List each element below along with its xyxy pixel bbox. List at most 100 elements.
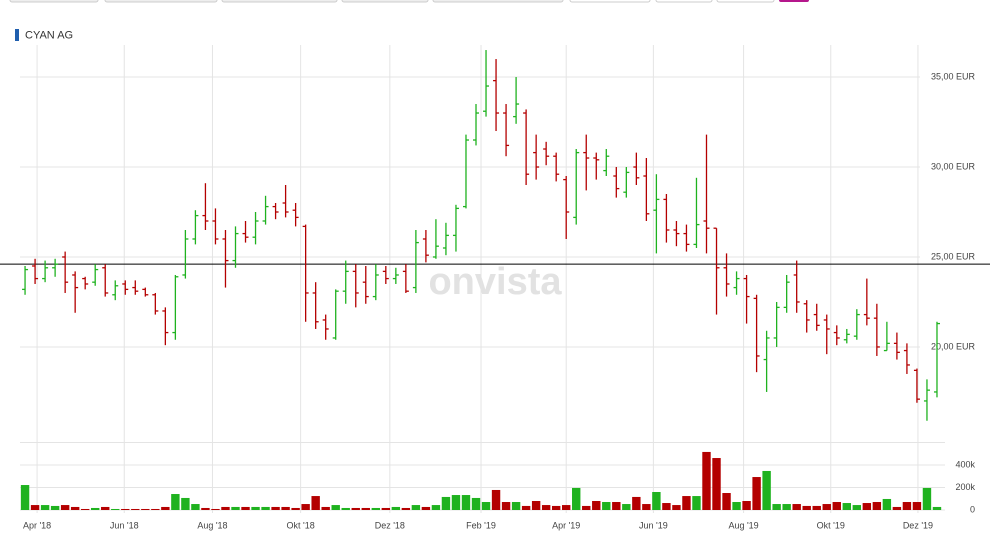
volume-bar <box>221 506 230 510</box>
volume-bar <box>50 505 60 510</box>
volume-bar <box>371 507 380 510</box>
volume-bar <box>491 489 501 510</box>
volume-bar <box>481 502 491 510</box>
volume-bar <box>862 503 872 510</box>
volume-bar <box>261 506 270 510</box>
volume-bar <box>582 505 591 510</box>
volume-bar <box>561 505 571 510</box>
x-tick-label: Jun '19 <box>639 520 668 530</box>
y-tick-label: 35,00 EUR <box>931 71 976 81</box>
volume-bar <box>181 497 190 510</box>
volume-bar <box>541 505 551 510</box>
volume-bar <box>211 508 220 510</box>
volume-bar <box>932 506 942 510</box>
volume-bar <box>451 495 461 510</box>
toolbar-button[interactable] <box>9 0 99 3</box>
volume-bar <box>281 506 290 510</box>
x-tick-label: Aug '19 <box>728 520 758 530</box>
toolbar-button[interactable] <box>104 0 218 3</box>
volume-bar <box>141 508 150 510</box>
volume-bar <box>70 506 80 510</box>
volume-bar <box>521 505 531 510</box>
x-tick-label: Okt '18 <box>287 520 315 530</box>
volume-bar <box>642 504 651 510</box>
x-tick-label: Dez '18 <box>375 520 405 530</box>
x-tick-label: Apr '18 <box>23 520 51 530</box>
volume-bar <box>832 502 841 510</box>
toolbar-button[interactable] <box>341 0 429 3</box>
volume-bar <box>271 506 280 510</box>
volume-bar <box>872 502 882 510</box>
volume-bar <box>572 487 581 510</box>
volume-bar <box>672 505 681 510</box>
volume-bar <box>241 506 250 510</box>
volume-bar <box>311 496 320 510</box>
watermark: onvista <box>428 261 562 303</box>
toolbar-button[interactable] <box>432 0 564 3</box>
volume-bar <box>732 502 741 510</box>
toolbar <box>9 0 809 3</box>
volume-bar <box>662 503 671 510</box>
volume-bar <box>351 507 360 510</box>
volume-bar <box>501 502 511 510</box>
volume-bar <box>321 506 330 510</box>
volume-bar <box>331 505 340 510</box>
volume-bar <box>842 503 851 510</box>
volume-bar <box>792 504 801 510</box>
volume-bar <box>692 496 701 510</box>
volume-bar <box>341 507 350 510</box>
volume-bar <box>682 496 691 510</box>
volume-bar <box>722 493 731 510</box>
volume-bar <box>381 507 391 510</box>
volume-bar <box>201 507 210 510</box>
y-tick-label: 30,00 EUR <box>931 161 976 171</box>
volume-bar <box>742 501 751 510</box>
legend-label: CYAN AG <box>25 29 73 41</box>
volume-bar <box>231 506 240 510</box>
volume-bar <box>632 496 641 510</box>
volume-tick-label: 0 <box>970 504 975 514</box>
volume-bar <box>191 504 200 510</box>
volume-bar <box>612 502 621 510</box>
volume-bar <box>171 494 180 510</box>
x-tick-label: Jun '18 <box>110 520 139 530</box>
volume-bar <box>461 495 471 510</box>
legend-swatch <box>15 29 19 41</box>
toolbar-button[interactable] <box>655 0 713 3</box>
volume-bar <box>101 506 110 510</box>
volume-bar <box>30 505 40 510</box>
x-tick-label: Okt '19 <box>817 520 845 530</box>
volume-bar <box>802 505 811 510</box>
volume-bar <box>111 508 120 510</box>
x-tick-label: Apr '19 <box>552 520 580 530</box>
volume-bar <box>301 504 310 510</box>
volume-bar <box>752 477 761 510</box>
toolbar-button[interactable] <box>779 0 809 2</box>
volume-bar <box>602 502 611 510</box>
volume-bar <box>40 505 50 510</box>
volume-bar <box>471 497 481 510</box>
volume-tick-label: 400k <box>955 459 975 469</box>
volume-tick-label: 200k <box>955 482 975 492</box>
volume-bar <box>622 504 631 510</box>
volume-bar <box>251 506 260 510</box>
volume-bar <box>60 505 70 510</box>
volume-bar <box>762 470 771 510</box>
volume-bar <box>912 502 922 510</box>
x-tick-label: Dez '19 <box>903 520 933 530</box>
volume-bar <box>401 507 411 510</box>
volume-bar <box>161 506 170 510</box>
volume-bar <box>151 508 160 510</box>
volume-bar <box>91 507 100 510</box>
toolbar-button[interactable] <box>716 0 775 3</box>
volume-bar <box>411 505 421 510</box>
toolbar-button[interactable] <box>569 0 651 3</box>
y-tick-label: 25,00 EUR <box>931 251 976 261</box>
volume-bar <box>592 501 601 510</box>
volume-bar <box>511 502 521 510</box>
volume-bar <box>852 505 862 510</box>
volume-bar <box>431 505 441 510</box>
volume-bar <box>551 505 561 510</box>
toolbar-button[interactable] <box>221 0 338 3</box>
